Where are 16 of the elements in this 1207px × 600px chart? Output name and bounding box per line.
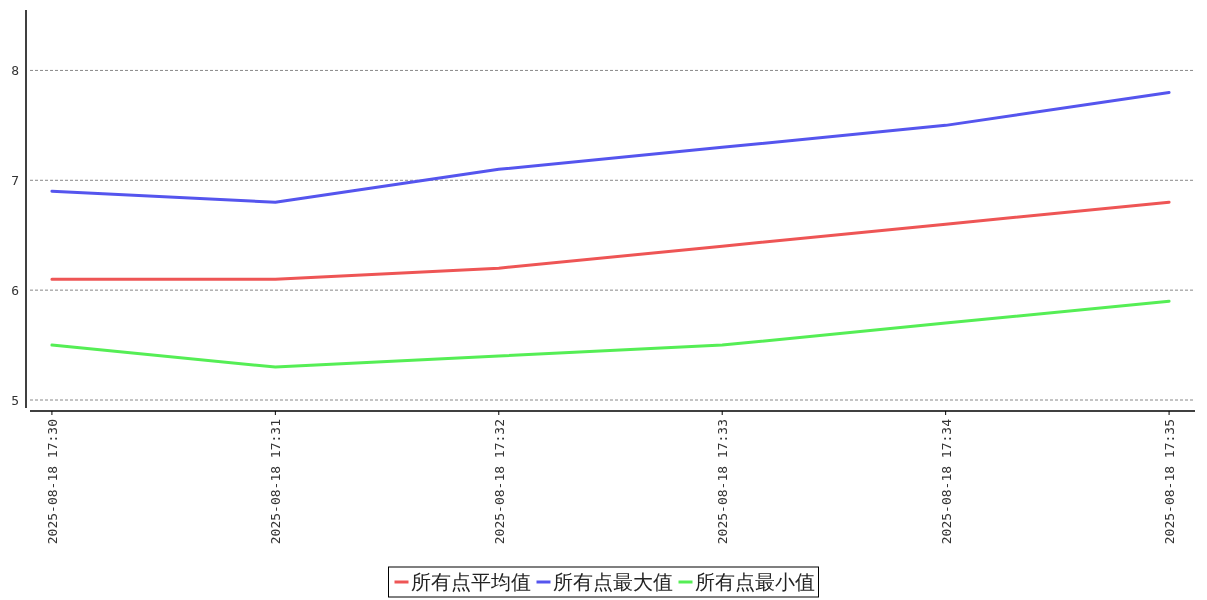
- x-tick-label: 2025-08-18 17:32: [491, 419, 507, 545]
- x-tick-label: 2025-08-18 17:34: [938, 418, 954, 545]
- x-tick-label: 2025-08-18 17:33: [715, 419, 731, 545]
- legend-label: 所有点平均值: [410, 570, 531, 594]
- y-tick-label: 8: [11, 63, 19, 79]
- y-tick-label: 6: [11, 283, 19, 299]
- x-tick-label: 2025-08-18 17:31: [268, 419, 284, 545]
- line-series: [50, 299, 1171, 369]
- legend-label: 所有点最小值: [694, 570, 815, 594]
- line-series: [50, 200, 1171, 281]
- x-tick-label: 2025-08-18 17:30: [44, 419, 60, 545]
- x-tick-label: 2025-08-18 17:35: [1162, 419, 1178, 545]
- y-tick-label: 7: [11, 173, 19, 189]
- legend-label: 所有点最大值: [552, 570, 673, 594]
- line-series: [50, 90, 1171, 204]
- y-tick-label: 5: [11, 393, 19, 409]
